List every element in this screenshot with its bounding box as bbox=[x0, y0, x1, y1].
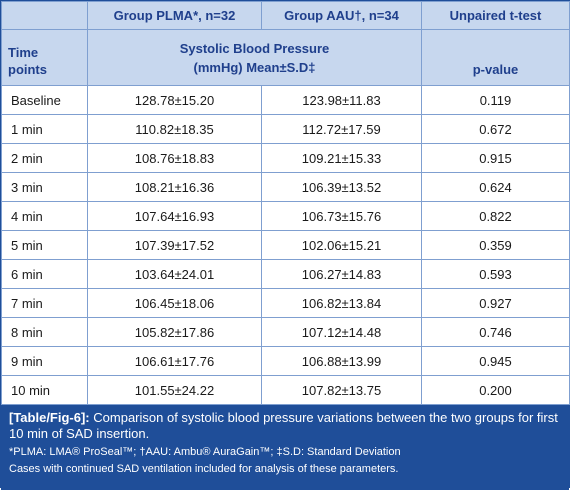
table-row: 7 min 106.45±18.06 106.82±13.84 0.927 bbox=[1, 288, 570, 318]
cell-plma-value: 101.55±24.22 bbox=[87, 375, 262, 405]
cell-aau-value: 106.82±13.84 bbox=[261, 288, 422, 318]
cell-aau-value: 106.88±13.99 bbox=[261, 346, 422, 376]
cell-time-point: 3 min bbox=[1, 172, 88, 202]
cell-plma-value: 105.82±17.86 bbox=[87, 317, 262, 347]
cell-p-value: 0.593 bbox=[421, 259, 570, 289]
table-row: 10 min 101.55±24.22 107.82±13.75 0.200 bbox=[1, 375, 570, 405]
cell-aau-value: 112.72±17.59 bbox=[261, 114, 422, 144]
data-table: Group PLMA*, n=32 Group AAU†, n=34 Unpai… bbox=[1, 1, 570, 405]
cell-time-point: 4 min bbox=[1, 201, 88, 231]
cell-plma-value: 108.76±18.83 bbox=[87, 143, 262, 173]
cell-p-value: 0.672 bbox=[421, 114, 570, 144]
header-row-groups: Group PLMA*, n=32 Group AAU†, n=34 Unpai… bbox=[1, 1, 570, 30]
cell-p-value: 0.746 bbox=[421, 317, 570, 347]
caption-footnote: *PLMA: LMA® ProSeal™; †AAU: Ambu® AuraGa… bbox=[9, 446, 401, 458]
cell-aau-value: 123.98±11.83 bbox=[261, 85, 422, 115]
cell-time-point: 7 min bbox=[1, 288, 88, 318]
table-row: 5 min 107.39±17.52 102.06±15.21 0.359 bbox=[1, 230, 570, 260]
cell-time-point: 1 min bbox=[1, 114, 88, 144]
cell-aau-value: 106.27±14.83 bbox=[261, 259, 422, 289]
table-row: 3 min 108.21±16.36 106.39±13.52 0.624 bbox=[1, 172, 570, 202]
header-time-points: Time points bbox=[1, 29, 88, 86]
cell-p-value: 0.359 bbox=[421, 230, 570, 260]
cell-time-point: 9 min bbox=[1, 346, 88, 376]
cell-aau-value: 106.73±15.76 bbox=[261, 201, 422, 231]
cell-p-value: 0.200 bbox=[421, 375, 570, 405]
caption-note: Cases with continued SAD ventilation inc… bbox=[9, 463, 399, 475]
header-group-plma: Group PLMA*, n=32 bbox=[87, 1, 262, 30]
table-row: 4 min 107.64±16.93 106.73±15.76 0.822 bbox=[1, 201, 570, 231]
cell-plma-value: 108.21±16.36 bbox=[87, 172, 262, 202]
header-time-line1: Time bbox=[8, 44, 39, 60]
table-row: 9 min 106.61±17.76 106.88±13.99 0.945 bbox=[1, 346, 570, 376]
cell-time-point: 6 min bbox=[1, 259, 88, 289]
table-row: 1 min 110.82±18.35 112.72±17.59 0.672 bbox=[1, 114, 570, 144]
cell-p-value: 0.624 bbox=[421, 172, 570, 202]
table-row: 8 min 105.82±17.86 107.12±14.48 0.746 bbox=[1, 317, 570, 347]
table-row: 2 min 108.76±18.83 109.21±15.33 0.915 bbox=[1, 143, 570, 173]
cell-aau-value: 109.21±15.33 bbox=[261, 143, 422, 173]
header-sbp-line1: Systolic Blood Pressure bbox=[179, 40, 330, 56]
cell-time-point: 5 min bbox=[1, 230, 88, 260]
header-systolic-bp: Systolic Blood Pressure (mmHg) Mean±S.D‡ bbox=[87, 29, 422, 86]
cell-p-value: 0.119 bbox=[421, 85, 570, 115]
cell-plma-value: 107.64±16.93 bbox=[87, 201, 262, 231]
cell-plma-value: 107.39±17.52 bbox=[87, 230, 262, 260]
header-time-line2: points bbox=[8, 61, 47, 77]
header-sbp-line2: (mmHg) Mean±S.D‡ bbox=[193, 59, 316, 75]
caption-tag: [Table/Fig-6]: bbox=[9, 410, 90, 425]
header-ttest: Unpaired t-test bbox=[421, 1, 570, 30]
header-group-aau: Group AAU†, n=34 bbox=[261, 1, 422, 30]
cell-time-point: 2 min bbox=[1, 143, 88, 173]
table-caption: [Table/Fig-6]: Comparison of systolic bl… bbox=[1, 405, 569, 490]
cell-plma-value: 128.78±15.20 bbox=[87, 85, 262, 115]
header-blank-cell bbox=[1, 1, 88, 30]
cell-aau-value: 102.06±15.21 bbox=[261, 230, 422, 260]
table-row: Baseline 128.78±15.20 123.98±11.83 0.119 bbox=[1, 85, 570, 115]
cell-p-value: 0.927 bbox=[421, 288, 570, 318]
caption-text: Comparison of systolic blood pressure va… bbox=[9, 410, 558, 441]
cell-p-value: 0.915 bbox=[421, 143, 570, 173]
cell-time-point: 8 min bbox=[1, 317, 88, 347]
cell-aau-value: 107.82±13.75 bbox=[261, 375, 422, 405]
cell-p-value: 0.822 bbox=[421, 201, 570, 231]
cell-time-point: Baseline bbox=[1, 85, 88, 115]
cell-aau-value: 106.39±13.52 bbox=[261, 172, 422, 202]
cell-plma-value: 103.64±24.01 bbox=[87, 259, 262, 289]
header-pvalue: p-value bbox=[421, 29, 570, 86]
table-row: 6 min 103.64±24.01 106.27±14.83 0.593 bbox=[1, 259, 570, 289]
header-row-measure: Time points Systolic Blood Pressure (mmH… bbox=[1, 29, 570, 86]
cell-aau-value: 107.12±14.48 bbox=[261, 317, 422, 347]
cell-plma-value: 106.45±18.06 bbox=[87, 288, 262, 318]
cell-p-value: 0.945 bbox=[421, 346, 570, 376]
cell-plma-value: 110.82±18.35 bbox=[87, 114, 262, 144]
caption-main: [Table/Fig-6]: Comparison of systolic bl… bbox=[9, 410, 561, 442]
cell-time-point: 10 min bbox=[1, 375, 88, 405]
cell-plma-value: 106.61±17.76 bbox=[87, 346, 262, 376]
